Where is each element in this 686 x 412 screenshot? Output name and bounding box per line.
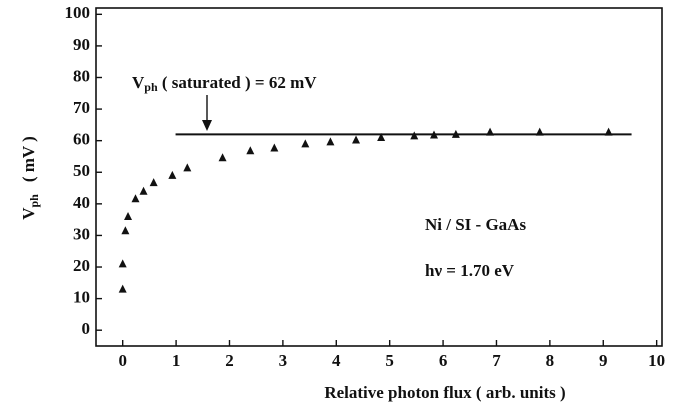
sat-label-main: V <box>132 73 145 92</box>
photon-energy-label: hν = 1.70 eV <box>425 261 515 280</box>
y-tick-label: 100 <box>65 3 91 22</box>
y-tick-label: 30 <box>73 224 90 243</box>
y-tick-label: 50 <box>73 161 90 180</box>
x-tick-label: 7 <box>492 351 501 370</box>
data-point <box>604 127 613 136</box>
data-point <box>149 178 158 187</box>
data-point <box>139 186 148 195</box>
y-axis-label: Vph ( mV ) <box>19 136 41 220</box>
arrow-head <box>202 120 212 131</box>
x-tick-label: 6 <box>439 351 448 370</box>
data-point <box>326 137 335 146</box>
data-point <box>352 135 361 144</box>
y-label-unit: ( mV ) <box>19 136 38 182</box>
data-point <box>377 133 386 142</box>
y-tick-label: 0 <box>82 319 91 338</box>
data-point <box>218 153 227 162</box>
saturation-label: Vph ( saturated ) = 62 mV <box>132 73 317 94</box>
data-point <box>301 139 310 148</box>
sat-label-rest: ( saturated ) = 62 mV <box>158 73 318 92</box>
y-tick-label: 90 <box>73 35 90 54</box>
data-point <box>131 194 140 203</box>
x-tick-label: 1 <box>172 351 181 370</box>
x-tick-label: 2 <box>225 351 234 370</box>
data-point <box>118 284 127 293</box>
data-point <box>270 143 279 152</box>
data-point <box>121 226 130 235</box>
x-tick-label: 4 <box>332 351 341 370</box>
data-point <box>168 170 177 179</box>
x-tick-label: 5 <box>385 351 394 370</box>
y-tick-label: 20 <box>73 256 90 275</box>
plot-frame <box>95 7 663 347</box>
sample-label: Ni / SI - GaAs <box>425 215 526 234</box>
x-axis-label: Relative photon flux ( arb. units ) <box>324 383 565 402</box>
sat-label-sub: ph <box>144 80 158 94</box>
data-point <box>124 211 133 220</box>
x-tick-label: 8 <box>546 351 555 370</box>
y-tick-label: 70 <box>73 98 90 117</box>
y-label-main: V <box>19 207 38 220</box>
y-tick-label: 80 <box>73 66 90 85</box>
x-tick-label: 3 <box>279 351 288 370</box>
data-point <box>246 146 255 155</box>
data-point <box>118 259 127 268</box>
x-tick-label: 10 <box>648 351 665 370</box>
data-point <box>410 131 419 140</box>
y-tick-label: 60 <box>73 130 90 149</box>
data-point <box>183 163 192 172</box>
y-label-sub: ph <box>27 194 41 208</box>
y-tick-label: 40 <box>73 193 90 212</box>
x-tick-label: 9 <box>599 351 608 370</box>
y-tick-label: 10 <box>73 288 90 307</box>
data-point <box>486 127 495 136</box>
data-point <box>535 127 544 136</box>
data-point <box>451 129 460 138</box>
x-tick-label: 0 <box>118 351 127 370</box>
data-point <box>429 130 438 139</box>
